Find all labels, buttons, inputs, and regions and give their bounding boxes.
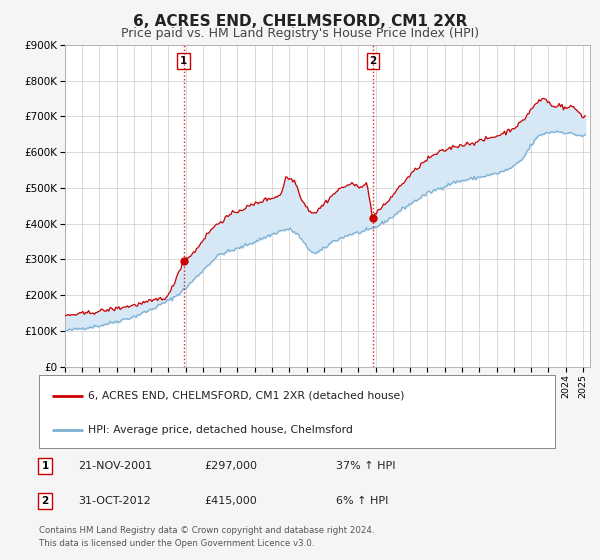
Text: Price paid vs. HM Land Registry's House Price Index (HPI): Price paid vs. HM Land Registry's House … (121, 27, 479, 40)
Text: 1: 1 (41, 461, 49, 471)
Text: 2: 2 (41, 496, 49, 506)
Text: £297,000: £297,000 (204, 461, 257, 471)
Text: Contains HM Land Registry data © Crown copyright and database right 2024.: Contains HM Land Registry data © Crown c… (39, 526, 374, 535)
Text: This data is licensed under the Open Government Licence v3.0.: This data is licensed under the Open Gov… (39, 539, 314, 548)
Text: 1: 1 (180, 56, 187, 66)
Text: 6, ACRES END, CHELMSFORD, CM1 2XR: 6, ACRES END, CHELMSFORD, CM1 2XR (133, 14, 467, 29)
Text: 6% ↑ HPI: 6% ↑ HPI (336, 496, 388, 506)
Text: £415,000: £415,000 (204, 496, 257, 506)
Text: 31-OCT-2012: 31-OCT-2012 (78, 496, 151, 506)
Text: 2: 2 (369, 56, 376, 66)
Text: 37% ↑ HPI: 37% ↑ HPI (336, 461, 395, 471)
Text: 6, ACRES END, CHELMSFORD, CM1 2XR (detached house): 6, ACRES END, CHELMSFORD, CM1 2XR (detac… (88, 390, 404, 400)
Text: HPI: Average price, detached house, Chelmsford: HPI: Average price, detached house, Chel… (88, 425, 353, 435)
Text: 21-NOV-2001: 21-NOV-2001 (78, 461, 152, 471)
